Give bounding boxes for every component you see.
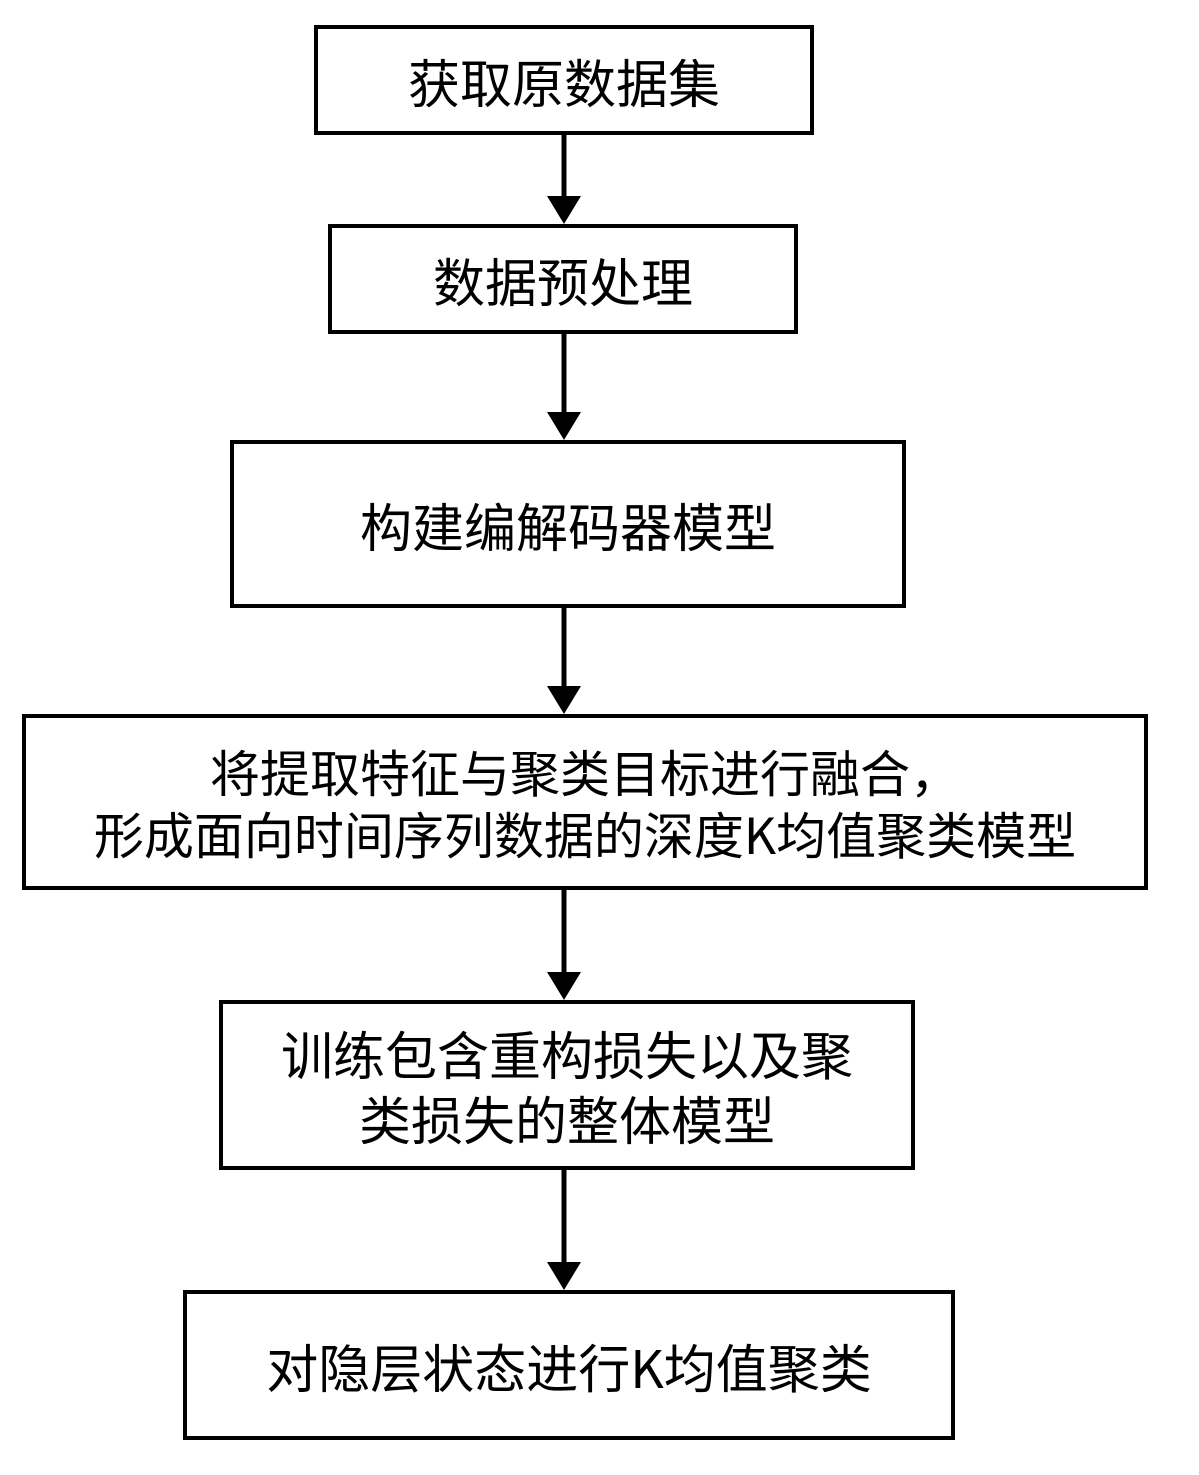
flowchart-node-n4: 将提取特征与聚类目标进行融合， 形成面向时间序列数据的深度K均值聚类模型 bbox=[22, 714, 1148, 890]
node-label: 训练包含重构损失以及聚 类损失的整体模型 bbox=[281, 1020, 853, 1150]
flowchart-edge-n4-n5 bbox=[547, 890, 581, 1000]
flowchart-edge-n3-n4 bbox=[547, 608, 581, 714]
node-label: 对隐层状态进行K均值聚类 bbox=[266, 1333, 872, 1398]
flowchart-node-n5: 训练包含重构损失以及聚 类损失的整体模型 bbox=[219, 1000, 915, 1170]
flowchart-node-n1: 获取原数据集 bbox=[314, 25, 814, 135]
flowchart-node-n2: 数据预处理 bbox=[328, 224, 798, 334]
flowchart-node-n3: 构建编解码器模型 bbox=[230, 440, 906, 608]
node-label: 数据预处理 bbox=[433, 247, 693, 312]
flowchart-edge-n5-n6 bbox=[547, 1170, 581, 1290]
node-label: 获取原数据集 bbox=[408, 48, 720, 113]
flowchart-edge-n2-n3 bbox=[547, 334, 581, 440]
flowchart-canvas: 获取原数据集数据预处理构建编解码器模型将提取特征与聚类目标进行融合， 形成面向时… bbox=[0, 0, 1199, 1475]
node-label: 将提取特征与聚类目标进行融合， 形成面向时间序列数据的深度K均值聚类模型 bbox=[94, 740, 1076, 865]
flowchart-edge-n1-n2 bbox=[547, 135, 581, 224]
flowchart-node-n6: 对隐层状态进行K均值聚类 bbox=[183, 1290, 955, 1440]
node-label: 构建编解码器模型 bbox=[360, 492, 776, 557]
